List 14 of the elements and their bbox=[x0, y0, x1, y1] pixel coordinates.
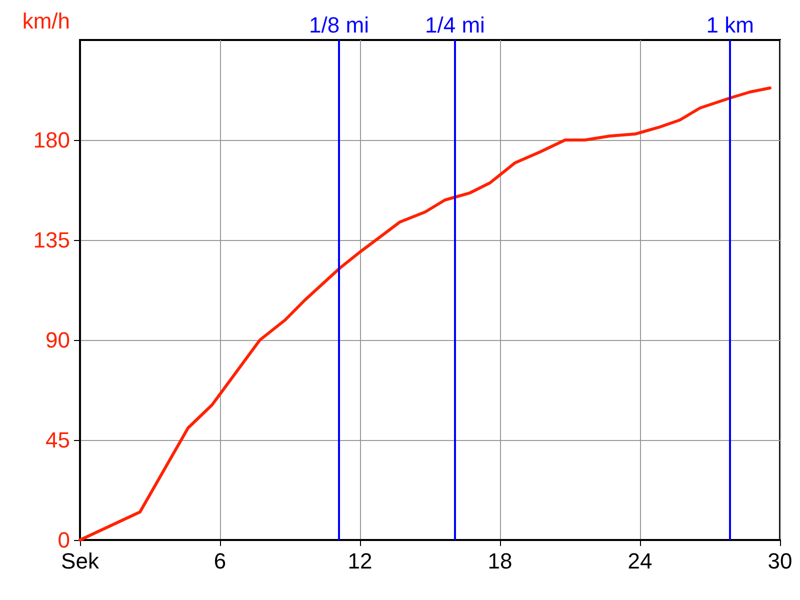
y-axis-title: km/h bbox=[22, 8, 70, 34]
x-tick-label: 24 bbox=[628, 548, 652, 574]
y-tick-label: 90 bbox=[46, 328, 70, 352]
x-tick-label: 12 bbox=[348, 548, 372, 574]
x-tick-label: 18 bbox=[488, 548, 512, 574]
x-tick-label: 6 bbox=[214, 548, 226, 574]
y-tick-label: 180 bbox=[33, 128, 70, 152]
y-tick-label: 135 bbox=[33, 228, 70, 252]
y-tick-label: 45 bbox=[46, 428, 70, 452]
x-tick-label: 30 bbox=[768, 548, 792, 574]
ref-line-label: 1 km bbox=[706, 12, 754, 38]
line-series bbox=[78, 86, 772, 542]
ref-line-label: 1/8 mi bbox=[309, 12, 369, 38]
ref-line-label: 1/4 mi bbox=[425, 12, 485, 38]
